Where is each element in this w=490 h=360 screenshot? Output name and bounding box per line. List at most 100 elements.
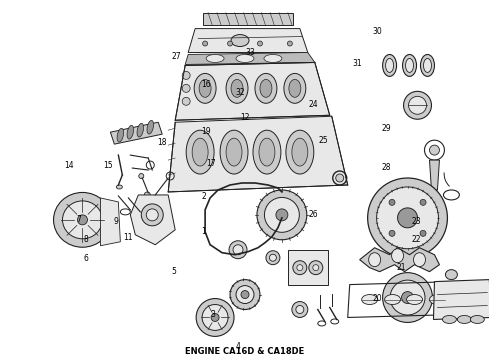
Ellipse shape — [229, 241, 247, 259]
Text: 31: 31 — [353, 59, 362, 68]
Text: ENGINE CA16D & CA18DE: ENGINE CA16D & CA18DE — [185, 347, 305, 356]
Text: 4: 4 — [235, 342, 240, 351]
Ellipse shape — [368, 178, 447, 258]
Ellipse shape — [390, 280, 425, 315]
Ellipse shape — [117, 128, 123, 142]
Text: 15: 15 — [103, 161, 113, 170]
Ellipse shape — [137, 123, 144, 137]
Ellipse shape — [429, 294, 445, 305]
Ellipse shape — [231, 35, 249, 46]
Text: 21: 21 — [396, 264, 406, 273]
Ellipse shape — [289, 80, 301, 97]
Ellipse shape — [420, 230, 426, 236]
Ellipse shape — [293, 261, 307, 275]
Text: 12: 12 — [240, 113, 250, 122]
Ellipse shape — [182, 84, 190, 92]
Ellipse shape — [401, 292, 414, 303]
Ellipse shape — [457, 315, 471, 323]
Ellipse shape — [241, 291, 249, 298]
Ellipse shape — [292, 138, 308, 166]
Text: 29: 29 — [382, 123, 392, 132]
Ellipse shape — [386, 58, 393, 72]
Ellipse shape — [404, 91, 432, 119]
Ellipse shape — [265, 197, 299, 232]
Ellipse shape — [211, 314, 219, 321]
Polygon shape — [360, 248, 440, 272]
Ellipse shape — [385, 294, 400, 305]
Ellipse shape — [147, 120, 153, 134]
Ellipse shape — [414, 253, 425, 267]
Polygon shape — [175, 62, 330, 120]
Ellipse shape — [53, 193, 111, 247]
Polygon shape — [100, 198, 121, 246]
Ellipse shape — [230, 280, 260, 310]
Ellipse shape — [286, 130, 314, 174]
Text: 26: 26 — [309, 210, 318, 219]
Ellipse shape — [206, 54, 224, 62]
Ellipse shape — [389, 230, 395, 236]
Text: 27: 27 — [172, 52, 181, 61]
Text: 5: 5 — [172, 267, 176, 276]
Text: 32: 32 — [235, 87, 245, 96]
Ellipse shape — [144, 192, 150, 198]
Ellipse shape — [194, 73, 216, 103]
Ellipse shape — [257, 41, 263, 46]
Ellipse shape — [236, 54, 254, 62]
Text: 22: 22 — [411, 235, 421, 244]
Ellipse shape — [407, 294, 422, 305]
Ellipse shape — [264, 54, 282, 62]
Ellipse shape — [220, 130, 248, 174]
Ellipse shape — [77, 215, 87, 225]
Ellipse shape — [309, 261, 323, 275]
Text: 14: 14 — [64, 161, 74, 170]
Ellipse shape — [336, 174, 343, 182]
Ellipse shape — [383, 273, 433, 323]
Ellipse shape — [182, 97, 190, 105]
Text: 9: 9 — [113, 217, 118, 226]
Ellipse shape — [182, 71, 190, 80]
Bar — [288, 250, 328, 285]
Ellipse shape — [276, 209, 288, 221]
Polygon shape — [185, 53, 315, 64]
Ellipse shape — [420, 54, 435, 76]
Ellipse shape — [186, 130, 214, 174]
Text: 1: 1 — [201, 228, 206, 237]
Ellipse shape — [192, 138, 208, 166]
Ellipse shape — [397, 208, 417, 228]
Polygon shape — [429, 160, 440, 190]
Ellipse shape — [203, 41, 208, 46]
Ellipse shape — [226, 138, 242, 166]
Text: 33: 33 — [245, 48, 255, 57]
Ellipse shape — [383, 54, 396, 76]
Text: 11: 11 — [123, 233, 132, 242]
Ellipse shape — [259, 138, 275, 166]
Ellipse shape — [260, 80, 272, 97]
Text: 24: 24 — [309, 100, 318, 109]
Ellipse shape — [226, 73, 248, 103]
Ellipse shape — [255, 73, 277, 103]
Ellipse shape — [392, 249, 404, 263]
Ellipse shape — [141, 204, 163, 226]
Text: 18: 18 — [157, 138, 167, 147]
Ellipse shape — [368, 253, 381, 267]
Polygon shape — [168, 116, 348, 192]
Ellipse shape — [116, 185, 122, 189]
Text: 8: 8 — [84, 235, 89, 244]
Ellipse shape — [202, 305, 228, 330]
Ellipse shape — [445, 270, 457, 280]
Ellipse shape — [284, 73, 306, 103]
Polygon shape — [110, 122, 162, 144]
Text: 3: 3 — [211, 310, 216, 319]
Ellipse shape — [377, 187, 439, 249]
Ellipse shape — [297, 265, 303, 271]
Polygon shape — [188, 28, 308, 53]
Text: 20: 20 — [372, 294, 382, 303]
Text: 16: 16 — [201, 81, 211, 90]
Text: 23: 23 — [411, 217, 421, 226]
Ellipse shape — [409, 96, 426, 114]
Ellipse shape — [253, 130, 281, 174]
Polygon shape — [130, 195, 175, 245]
Ellipse shape — [442, 315, 456, 323]
Ellipse shape — [266, 251, 280, 265]
Ellipse shape — [257, 190, 307, 240]
